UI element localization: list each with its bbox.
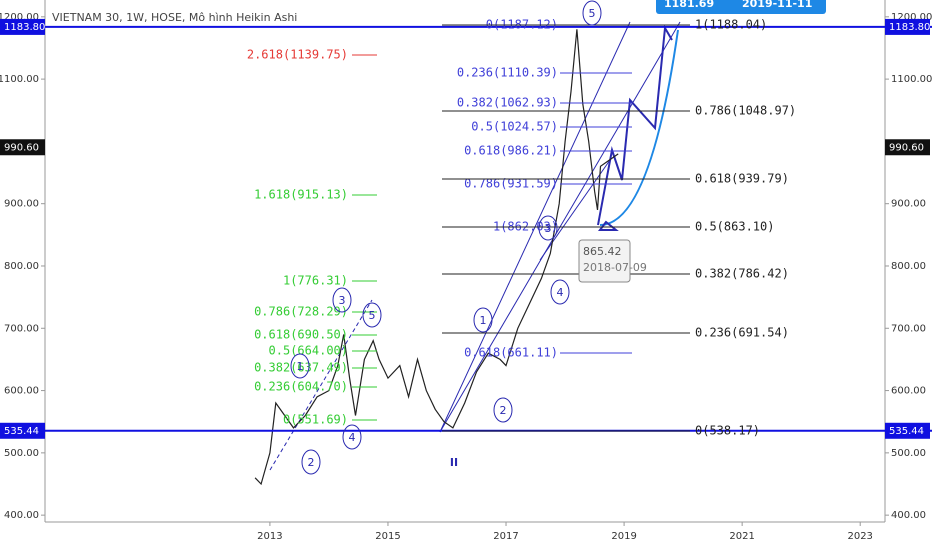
- fib-label: 0(551.69): [283, 413, 348, 427]
- chart-title: VIETNAM 30, 1W, HOSE, Mô hình Heikin Ash…: [52, 11, 297, 24]
- fib-label: 0(538.17): [695, 424, 760, 438]
- wave-label: 3: [545, 222, 552, 235]
- projection-path: [597, 24, 673, 226]
- y-tick-label: 600.00: [4, 386, 39, 397]
- y-tick-label: 900.00: [891, 199, 926, 210]
- tooltip-price: 865.42: [583, 245, 622, 258]
- y-tick-label: 1100.00: [0, 74, 39, 85]
- tooltip-price: 1181.69: [664, 0, 714, 10]
- fib-label: 0.5(1024.57): [471, 120, 558, 134]
- price-marker-box: [0, 422, 45, 439]
- wave-label: 1: [480, 314, 487, 327]
- fib-label: 1.618(915.13): [254, 188, 348, 202]
- wave-circle: [582, 0, 602, 26]
- wave-label: 5: [369, 309, 376, 322]
- tooltip-box: [578, 239, 631, 283]
- fib-label: 0.786(931.59): [464, 177, 558, 191]
- x-tick-label: 2013: [257, 531, 282, 542]
- fib-label: 0.618(690.50): [254, 328, 348, 342]
- fib-label: 1(1188.04): [695, 18, 767, 32]
- price-marker-label: 1183.80: [4, 22, 45, 33]
- price-marker-box: [885, 18, 930, 35]
- wave-label: 5: [589, 7, 596, 20]
- wave-label: 4: [557, 286, 564, 299]
- wave-circle: [493, 397, 513, 423]
- fib-label: 0.382(637.49): [254, 361, 348, 375]
- tooltip-box: [656, 0, 826, 14]
- wave-circle: [342, 424, 362, 450]
- x-tick-label: 2019: [611, 531, 636, 542]
- fib-label: 0.786(1048.97): [695, 104, 796, 118]
- fib-label: 2.618(1139.75): [247, 48, 348, 62]
- y-tick-label: 900.00: [4, 199, 39, 210]
- y-tick-label: 400.00: [4, 510, 39, 521]
- tooltip-date: 2019-11-11: [742, 0, 812, 10]
- y-tick-label: 700.00: [4, 323, 39, 334]
- tooltip: 865.42 2018-07-09: [578, 239, 647, 283]
- y-tick-label: 400.00: [891, 510, 926, 521]
- wave-circle: [290, 353, 310, 379]
- tooltip: 1181.69 2019-11-11: [656, 0, 826, 14]
- price-marker-label: 990.60: [4, 142, 39, 153]
- price-marker-label: 535.44: [889, 426, 924, 437]
- fib-label: 0.236(1110.39): [457, 66, 558, 80]
- y-tick-label: 800.00: [4, 261, 39, 272]
- y-tick-label: 700.00: [891, 323, 926, 334]
- fib-label: 0.236(691.54): [695, 326, 789, 340]
- wave-circle: [550, 279, 570, 305]
- wave-label: 2: [308, 456, 315, 469]
- x-tick-label: 2017: [493, 531, 518, 542]
- y-tick-label: 1100.00: [891, 74, 932, 85]
- fib-label: 0.382(786.42): [695, 267, 789, 281]
- wave-circle: [332, 287, 352, 313]
- price-marker-box: [885, 139, 930, 156]
- price-marker-label: 990.60: [889, 142, 924, 153]
- price-line: [254, 29, 619, 486]
- fib-label: 1(776.31): [283, 274, 348, 288]
- fib-label: 0.236(604.70): [254, 380, 348, 394]
- x-tick-label: 2021: [729, 531, 754, 542]
- y-tick-label: 1200.00: [891, 12, 932, 23]
- wave-label: 3: [339, 294, 346, 307]
- x-tick-label: 2023: [847, 531, 872, 542]
- wave-label: II: [450, 456, 458, 469]
- wave-label: 4: [349, 431, 356, 444]
- fib-label: 0.5(664.00): [269, 344, 348, 358]
- fib-label: 0.618(939.79): [695, 172, 789, 186]
- wave-circle: [362, 302, 382, 328]
- arrow: [598, 220, 619, 231]
- projection-arc: [599, 29, 679, 226]
- y-tick-label: 500.00: [891, 448, 926, 459]
- fib-label: 0.5(863.10): [695, 220, 774, 234]
- price-marker-label: 535.44: [4, 426, 39, 437]
- price-marker-box: [0, 18, 45, 35]
- wave-label: 1: [297, 360, 304, 373]
- fib-label: 0.618(661.11): [464, 346, 558, 360]
- wave-label: 2: [500, 404, 507, 417]
- wave-circle: [473, 307, 493, 333]
- x-tick-label: 2015: [375, 531, 400, 542]
- y-tick-label: 500.00: [4, 448, 39, 459]
- y-tick-label: 600.00: [891, 386, 926, 397]
- price-marker-box: [0, 139, 45, 156]
- wave-circle: [301, 449, 321, 475]
- fib-label: 0.618(986.21): [464, 144, 558, 158]
- tooltip-date: 2018-07-09: [583, 261, 647, 274]
- wave-circle: [538, 215, 558, 241]
- trend-line: [269, 299, 373, 471]
- fib-label: 0.382(1062.93): [457, 96, 558, 110]
- price-marker-label: 1183.80: [889, 22, 930, 33]
- fib-label: 0.786(728.29): [254, 305, 348, 319]
- y-tick-label: 1200.00: [0, 12, 39, 23]
- y-tick-label: 800.00: [891, 261, 926, 272]
- price-marker-box: [885, 422, 930, 439]
